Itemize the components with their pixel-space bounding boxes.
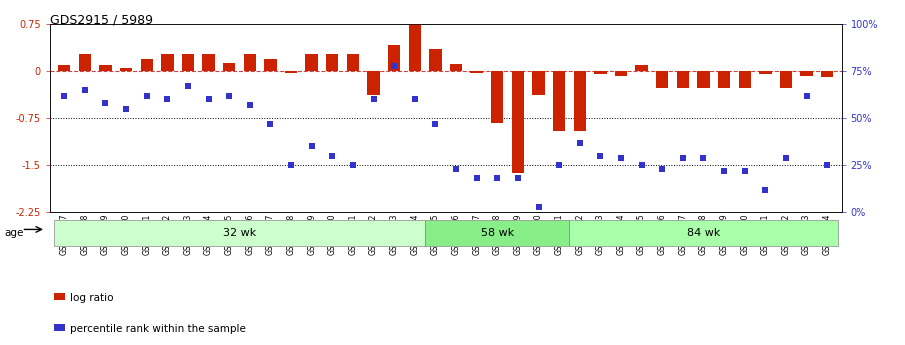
Bar [738,71,751,88]
Point [139,93,154,98]
Point [758,187,773,193]
Text: log ratio: log ratio [70,294,113,303]
Point [304,144,319,149]
Bar [635,65,648,71]
Point [387,63,402,68]
Bar [100,65,111,71]
Point [593,153,607,158]
Bar [614,71,627,76]
Bar [697,71,710,88]
Bar [471,71,483,73]
Bar [182,54,195,71]
Bar [223,63,235,71]
Bar [425,220,569,246]
Text: percentile rank within the sample: percentile rank within the sample [70,325,245,334]
Bar [388,45,400,71]
Bar [759,71,772,74]
Point [573,140,587,145]
Bar [656,71,669,88]
Bar [119,68,132,71]
Point [531,204,546,209]
Point [57,93,71,98]
Text: age: age [5,228,24,238]
Point [820,162,834,168]
Point [78,87,92,93]
Bar [58,65,71,71]
Bar [264,59,277,71]
Point [696,155,710,160]
Bar [780,71,792,88]
Point [634,162,649,168]
Bar [574,71,586,131]
Point [676,155,691,160]
Point [367,97,381,102]
Point [717,168,731,174]
Point [160,97,175,102]
Point [201,97,215,102]
Bar [821,71,834,77]
Bar [285,71,297,73]
Bar [54,324,65,331]
Text: 84 wk: 84 wk [687,228,720,238]
Bar [532,71,545,95]
Text: 32 wk: 32 wk [223,228,256,238]
Point [490,176,504,181]
Bar [79,54,91,71]
Point [552,162,567,168]
Point [263,121,278,127]
Bar [243,54,256,71]
Bar [429,49,442,71]
Point [778,155,793,160]
Bar [203,54,214,71]
Bar [161,54,174,71]
Text: 58 wk: 58 wk [481,228,514,238]
Bar [54,293,65,300]
Bar [553,71,566,131]
Bar [569,220,837,246]
Point [346,162,360,168]
Point [470,176,484,181]
Point [799,93,814,98]
Bar [367,71,380,95]
Point [243,102,257,108]
Bar [408,24,421,71]
Bar [511,71,524,173]
Point [407,97,422,102]
Point [119,106,133,111]
Bar [54,220,425,246]
Point [655,166,670,172]
Bar [326,54,338,71]
Point [181,83,195,89]
Bar [595,71,606,74]
Text: GDS2915 / 5989: GDS2915 / 5989 [50,14,153,27]
Point [284,162,299,168]
Point [510,176,525,181]
Point [614,155,628,160]
Bar [347,54,359,71]
Bar [491,71,503,122]
Bar [800,71,813,76]
Point [449,166,463,172]
Point [99,100,113,106]
Bar [450,63,462,71]
Bar [140,59,153,71]
Point [738,168,752,174]
Bar [306,54,318,71]
Point [325,153,339,158]
Bar [677,71,689,88]
Point [222,93,236,98]
Bar [718,71,730,88]
Point [428,121,443,127]
